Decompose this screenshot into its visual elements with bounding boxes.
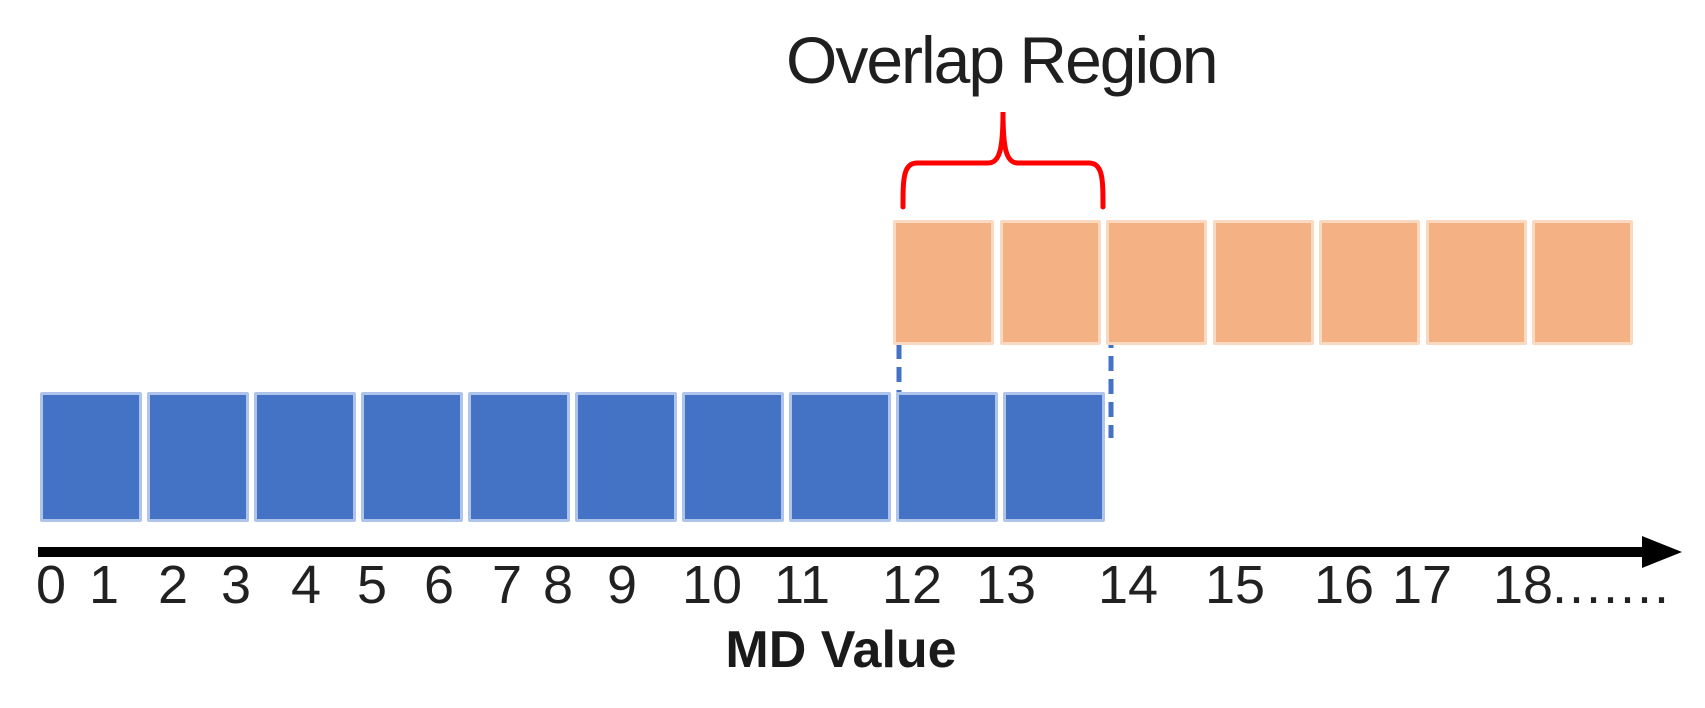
axis-label: MD Value [725, 621, 957, 679]
axis-tick-label: 18 [1492, 555, 1554, 615]
orange-block [893, 220, 994, 345]
axis-tick-label: 11 [773, 555, 831, 615]
axis-tick-row: 0 1 2 3 4 5 6 7 8 9 10 11 12 13 14 15 16 17 18 [0, 555, 1705, 615]
md-axis-line [38, 547, 1644, 557]
axis-tick-label: 16 [1313, 555, 1375, 615]
blue-block [896, 392, 998, 522]
blue-block [254, 392, 356, 522]
axis-tick-label: 6 [423, 555, 455, 615]
blue-block [468, 392, 570, 522]
axis-tick-label: 2 [157, 555, 189, 615]
axis-tick-label: 10 [681, 555, 743, 615]
blue-block [40, 392, 142, 522]
axis-tick-label: 13 [975, 555, 1037, 615]
axis-tick-label: 1 [88, 555, 120, 615]
blue-block [682, 392, 784, 522]
blue-block [147, 392, 249, 522]
orange-block [1425, 220, 1527, 345]
blue-block [789, 392, 891, 522]
orange-block [1212, 220, 1314, 345]
axis-tick-label: 12 [881, 555, 943, 615]
blue-block [1003, 392, 1105, 522]
orange-block [1106, 220, 1207, 345]
axis-tick-label: 4 [290, 555, 322, 615]
axis-tick-label: 0 [35, 555, 67, 615]
axis-tick-label: 9 [606, 555, 638, 615]
axis-tick-label: 8 [542, 555, 574, 615]
axis-tick-label: 5 [356, 555, 388, 615]
orange-block [999, 220, 1101, 345]
orange-block [1532, 220, 1633, 345]
axis-tick-label: 17 [1391, 555, 1453, 615]
blue-block [575, 392, 677, 522]
axis-tick-label: 14 [1097, 555, 1159, 615]
axis-tick-label: 3 [220, 555, 252, 615]
orange-block [1319, 220, 1420, 345]
overlap-brace-icon [900, 111, 1106, 210]
axis-tick-label: 7 [491, 555, 523, 615]
axis-continuation-dots: ....... [1552, 555, 1672, 615]
axis-tick-label: 15 [1204, 555, 1266, 615]
blue-block [361, 392, 463, 522]
axis-arrowhead-icon [1642, 536, 1682, 568]
figure-title: Overlap Region [786, 23, 1219, 97]
